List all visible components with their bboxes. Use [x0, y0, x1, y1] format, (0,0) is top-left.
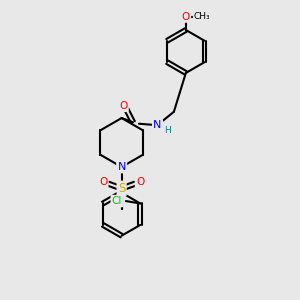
Text: N: N	[153, 120, 162, 130]
Text: N: N	[117, 162, 126, 172]
Text: H: H	[164, 126, 170, 135]
Text: Cl: Cl	[112, 196, 122, 206]
Text: O: O	[136, 177, 144, 187]
Text: S: S	[118, 182, 125, 195]
Text: O: O	[119, 101, 128, 111]
Text: O: O	[99, 177, 107, 187]
Text: O: O	[182, 11, 190, 22]
Text: CH₃: CH₃	[194, 12, 211, 21]
